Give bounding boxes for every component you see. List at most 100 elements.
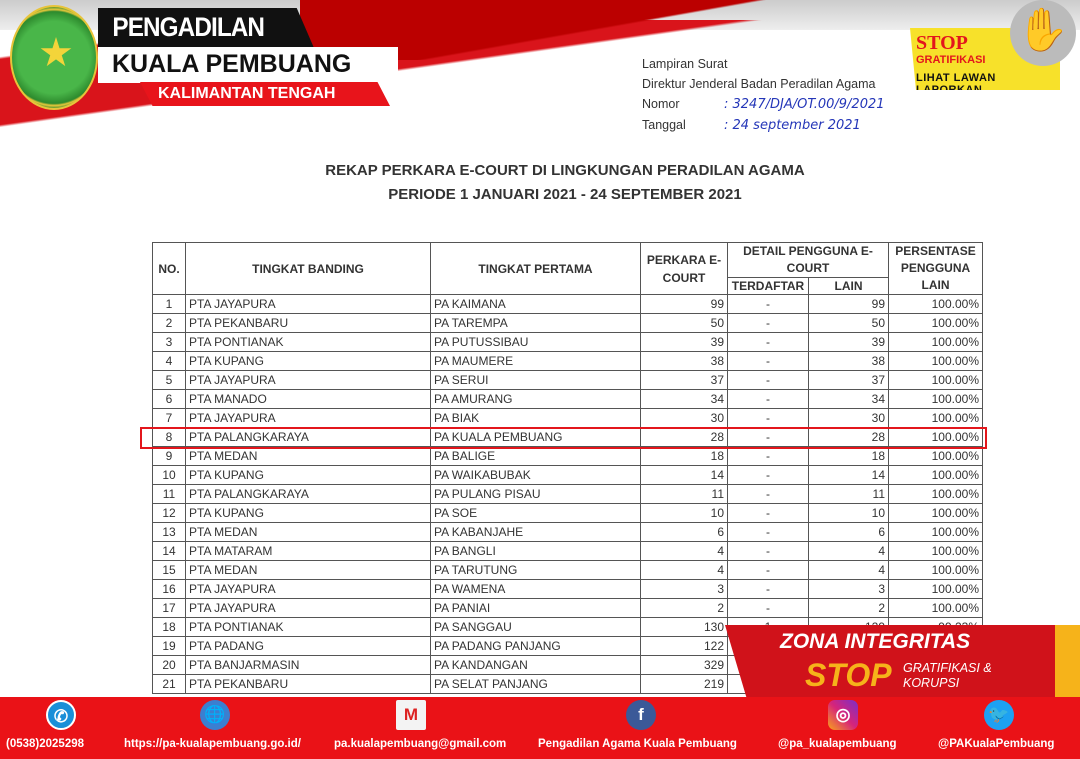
cell-perkara: 37 [640, 370, 728, 390]
cell-pertama: PA PANIAI [430, 598, 641, 618]
cell-no: 5 [152, 370, 186, 390]
instagram-icon: ◎ [828, 700, 858, 730]
hand-stop-icon: ✋ [1010, 0, 1076, 66]
highlight-row-kuala-pembuang [140, 427, 987, 449]
cell-pertama: PA TARUTUNG [430, 560, 641, 580]
cell-terdaftar: - [727, 465, 809, 485]
cell-terdaftar: - [727, 541, 809, 561]
table-row: 17 PTA JAYAPURA PA PANIAI 2-2 100.00% [152, 598, 983, 618]
cell-pertama: PA PULANG PISAU [430, 484, 641, 504]
cell-perkara: 2 [640, 598, 728, 618]
footer-email[interactable]: pa.kualapembuang@gmail.com [334, 738, 507, 750]
cell-banding: PTA JAYAPURA [185, 370, 431, 390]
cell-no: 3 [152, 332, 186, 352]
zona-stop: STOP [805, 657, 892, 693]
cell-no: 4 [152, 351, 186, 371]
cell-perkara: 38 [640, 351, 728, 371]
tanggal-label: Tanggal [642, 118, 686, 132]
cell-perkara: 11 [640, 484, 728, 504]
cell-persentase: 100.00% [888, 484, 983, 504]
cell-terdaftar: - [727, 484, 809, 504]
table-row: 10 PTA KUPANG PA WAIKABUBAK 14-14 100.00% [152, 465, 983, 485]
cell-banding: PTA MATARAM [185, 541, 431, 561]
cell-perkara: 4 [640, 560, 728, 580]
cell-no: 10 [152, 465, 186, 485]
cell-terdaftar: - [727, 370, 809, 390]
footer-twitter[interactable]: @PAKualaPembuang [938, 738, 1055, 750]
cell-banding: PTA MANADO [185, 389, 431, 409]
cell-perkara: 4 [640, 541, 728, 561]
th-lain: LAIN [808, 277, 889, 295]
cell-lain: 28 [808, 427, 889, 447]
cell-banding: PTA MEDAN [185, 560, 431, 580]
cell-no: 21 [152, 674, 186, 694]
table-row: 7 PTA JAYAPURA PA BIAK 30-30 100.00% [152, 408, 983, 428]
cell-terdaftar: - [727, 560, 809, 580]
cell-perkara: 34 [640, 389, 728, 409]
cell-persentase: 100.00% [888, 370, 983, 390]
nomor-value: : 3247/DJA/OT.00/9/2021 [724, 97, 885, 112]
gratifikasi-text: GRATIFIKASI [916, 54, 986, 66]
cell-persentase: 100.00% [888, 389, 983, 409]
cell-lain: 34 [808, 389, 889, 409]
table-row: 3 PTA PONTIANAK PA PUTUSSIBAU 39-39 100.00% [152, 332, 983, 352]
zona-title: ZONA INTEGRITAS [780, 630, 971, 653]
table-row: 6 PTA MANADO PA AMURANG 34-34 100.00% [152, 389, 983, 409]
footer-instagram[interactable]: @pa_kualapembuang [778, 738, 897, 750]
cell-terdaftar: - [727, 294, 809, 314]
cell-persentase: 100.00% [888, 503, 983, 523]
tanggal-value: : 24 september 2021 [724, 118, 861, 133]
cell-terdaftar: - [727, 332, 809, 352]
footer-website[interactable]: https://pa-kualapembuang.go.id/ [124, 738, 301, 750]
cell-terdaftar: - [727, 522, 809, 542]
cell-perkara: 99 [640, 294, 728, 314]
cell-banding: PTA JAYAPURA [185, 408, 431, 428]
cell-perkara: 18 [640, 446, 728, 466]
ecourt-table: NO. TINGKAT BANDING TINGKAT PERTAMA PERK… [152, 242, 983, 694]
court-logo [10, 5, 98, 110]
cell-terdaftar: - [727, 313, 809, 333]
gmail-icon: M [396, 700, 426, 730]
cell-terdaftar: - [727, 389, 809, 409]
stop-text: STOP [916, 32, 968, 54]
cell-no: 13 [152, 522, 186, 542]
cell-persentase: 100.00% [888, 294, 983, 314]
zona-integritas-banner: ZONA INTEGRITAS STOP GRATIFIKASI & KORUPS… [725, 625, 1080, 697]
table-row: 16 PTA JAYAPURA PA WAMENA 3-3 100.00% [152, 579, 983, 599]
cell-pertama: PA SANGGAU [430, 617, 641, 637]
cell-no: 20 [152, 655, 186, 675]
cell-no: 19 [152, 636, 186, 656]
footer-facebook[interactable]: Pengadilan Agama Kuala Pembuang [538, 738, 737, 750]
cell-perkara: 6 [640, 522, 728, 542]
cell-perkara: 219 [640, 674, 728, 694]
cell-terdaftar: - [727, 408, 809, 428]
cell-lain: 4 [808, 541, 889, 561]
cell-lain: 39 [808, 332, 889, 352]
cell-lain: 30 [808, 408, 889, 428]
header-line1: PENGADILAN AGAMA [98, 8, 314, 48]
table-row: 12 PTA KUPANG PA SOE 10-10 100.00% [152, 503, 983, 523]
header-line2: KUALA PEMBUANG [98, 47, 398, 83]
footer-phone: (0538)2025298 [6, 738, 85, 750]
cell-banding: PTA MEDAN [185, 522, 431, 542]
cell-lain: 38 [808, 351, 889, 371]
cell-banding: PTA PEKANBARU [185, 674, 431, 694]
th-terdaftar: TERDAFTAR [727, 277, 809, 295]
cell-no: 17 [152, 598, 186, 618]
table-row: 14 PTA MATARAM PA BANGLI 4-4 100.00% [152, 541, 983, 561]
cell-perkara: 50 [640, 313, 728, 333]
cell-persentase: 100.00% [888, 408, 983, 428]
cell-pertama: PA WAIKABUBAK [430, 465, 641, 485]
cell-perkara: 329 [640, 655, 728, 675]
cell-no: 1 [152, 294, 186, 314]
cell-persentase: 100.00% [888, 446, 983, 466]
cell-pertama: PA TAREMPA [430, 313, 641, 333]
cell-no: 15 [152, 560, 186, 580]
cell-banding: PTA PONTIANAK [185, 617, 431, 637]
cell-persentase: 100.00% [888, 332, 983, 352]
cell-banding: PTA PONTIANAK [185, 332, 431, 352]
th-no: NO. [152, 242, 186, 295]
cell-lain: 14 [808, 465, 889, 485]
cell-persentase: 100.00% [888, 465, 983, 485]
th-pertama: TINGKAT PERTAMA [430, 242, 641, 295]
